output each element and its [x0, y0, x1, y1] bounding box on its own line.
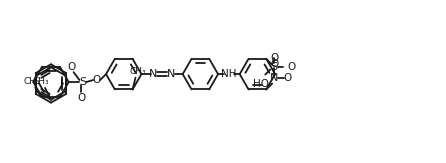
Text: O: O [77, 93, 86, 103]
Text: N: N [149, 69, 157, 79]
Text: O: O [270, 53, 278, 63]
Text: N: N [270, 73, 278, 83]
Text: CH₃: CH₃ [129, 67, 146, 76]
Text: CH₃: CH₃ [24, 77, 41, 86]
Text: HO: HO [253, 79, 269, 89]
Text: NH: NH [221, 69, 237, 79]
Text: O: O [92, 75, 100, 85]
Text: O: O [270, 59, 278, 69]
Text: N: N [167, 69, 175, 79]
Text: O: O [284, 73, 292, 83]
Text: O: O [287, 62, 295, 72]
Text: S: S [271, 62, 278, 72]
Text: O: O [67, 62, 76, 72]
Text: CH₃: CH₃ [33, 77, 50, 87]
Text: S: S [79, 77, 86, 87]
